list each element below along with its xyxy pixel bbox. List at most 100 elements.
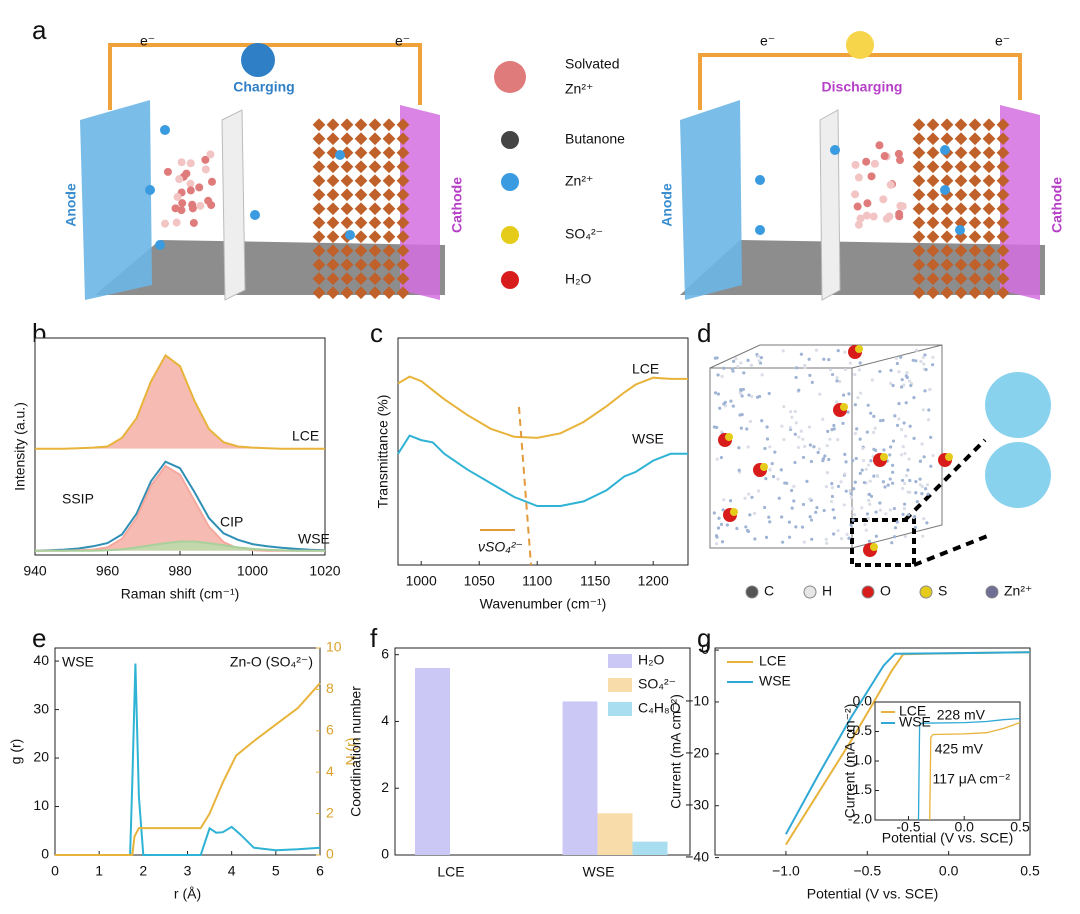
line bbox=[35, 540, 325, 552]
md-atom bbox=[716, 373, 720, 377]
lattice-unit bbox=[396, 118, 410, 132]
md-atom bbox=[747, 393, 751, 397]
md-atom bbox=[922, 455, 926, 459]
solvated-atom bbox=[178, 199, 187, 208]
md-atom bbox=[743, 496, 747, 500]
lattice-unit bbox=[354, 230, 368, 244]
md-atom bbox=[858, 361, 862, 365]
lattice-unit bbox=[312, 146, 326, 160]
md-atom bbox=[836, 484, 841, 488]
lattice-unit bbox=[326, 244, 340, 258]
sulfate-s bbox=[760, 463, 768, 471]
md-atom bbox=[918, 459, 923, 463]
md-atom bbox=[822, 357, 826, 361]
solvated-atom bbox=[863, 199, 872, 208]
lattice-unit bbox=[954, 118, 968, 132]
md-atom bbox=[750, 495, 754, 499]
md-atom bbox=[763, 505, 767, 510]
md-atom bbox=[923, 389, 927, 393]
md-atom bbox=[729, 399, 733, 403]
md-atom bbox=[915, 500, 919, 504]
plot-frame bbox=[397, 337, 689, 566]
panel-label: c bbox=[370, 318, 383, 348]
md-atom bbox=[892, 506, 896, 511]
solvated-atom bbox=[201, 165, 210, 174]
md-atom bbox=[868, 479, 872, 483]
lattice-unit bbox=[926, 160, 940, 174]
md-atom bbox=[888, 453, 892, 457]
lattice-unit bbox=[368, 160, 382, 174]
md-atom bbox=[931, 363, 935, 367]
md-atom bbox=[830, 372, 835, 377]
lattice-unit bbox=[368, 286, 382, 300]
y-tick-label: 0 bbox=[41, 846, 49, 862]
lattice-unit bbox=[954, 202, 968, 216]
md-atom bbox=[870, 378, 874, 382]
md-atom bbox=[771, 474, 776, 479]
md-atom bbox=[893, 414, 897, 418]
x-tick-label: −1.0 bbox=[772, 863, 800, 879]
md-atom bbox=[855, 427, 859, 431]
zn-ion bbox=[830, 145, 840, 155]
lattice-unit bbox=[354, 188, 368, 202]
solvated-atom bbox=[869, 212, 878, 221]
lattice-unit bbox=[368, 244, 382, 258]
sulfate-s bbox=[725, 433, 733, 441]
line bbox=[35, 353, 325, 450]
md-atom bbox=[817, 447, 821, 451]
lattice-unit bbox=[354, 146, 368, 160]
lattice-unit bbox=[912, 188, 926, 202]
lattice-unit bbox=[368, 272, 382, 286]
md-atom bbox=[801, 502, 806, 507]
md-atom bbox=[868, 502, 872, 506]
md-atom bbox=[888, 508, 892, 512]
lattice-unit bbox=[368, 188, 382, 202]
md-atom bbox=[760, 419, 764, 423]
md-atom bbox=[827, 357, 831, 362]
md-atom bbox=[742, 371, 746, 375]
md-atom bbox=[904, 473, 909, 478]
md-atom bbox=[732, 359, 736, 364]
lattice-unit bbox=[982, 188, 996, 202]
md-atom bbox=[920, 492, 924, 496]
md-atom bbox=[780, 540, 785, 544]
lattice-unit bbox=[968, 146, 982, 160]
md-atom bbox=[897, 402, 901, 406]
md-atom bbox=[847, 392, 851, 396]
y-axis-label: g (r) bbox=[8, 739, 24, 765]
md-atom bbox=[841, 421, 845, 425]
md-atom bbox=[847, 536, 851, 540]
separator bbox=[819, 109, 841, 301]
lattice-unit bbox=[940, 174, 954, 188]
mode-label: Charging bbox=[233, 79, 294, 95]
md-atom bbox=[770, 461, 774, 466]
lattice-unit bbox=[354, 216, 368, 230]
md-atom bbox=[872, 474, 876, 478]
solvated-atom bbox=[856, 214, 865, 223]
bar bbox=[415, 668, 450, 855]
series-label: CIP bbox=[220, 514, 243, 530]
md-atom bbox=[757, 359, 761, 363]
y-tick-label: 30 bbox=[33, 700, 49, 716]
md-atom bbox=[914, 491, 918, 495]
md-atom bbox=[794, 525, 798, 529]
md-atom bbox=[913, 525, 917, 530]
lattice-unit bbox=[382, 202, 396, 216]
md-atom bbox=[888, 381, 893, 385]
md-atom bbox=[748, 513, 752, 517]
md-atom bbox=[851, 459, 855, 463]
md-atom bbox=[746, 529, 751, 534]
md-atom bbox=[926, 418, 931, 422]
zoom-line bbox=[903, 438, 987, 522]
md-atom bbox=[799, 352, 804, 356]
lattice-unit bbox=[340, 272, 354, 286]
md-atom bbox=[872, 414, 876, 418]
lattice-unit bbox=[312, 118, 326, 132]
lattice-unit bbox=[940, 132, 954, 146]
bar bbox=[562, 701, 598, 855]
bar bbox=[632, 841, 668, 855]
legend-label: LCE bbox=[759, 653, 786, 669]
lattice-unit bbox=[396, 216, 410, 230]
y-tick-label: 0 bbox=[701, 641, 709, 657]
md-atom bbox=[752, 511, 757, 515]
